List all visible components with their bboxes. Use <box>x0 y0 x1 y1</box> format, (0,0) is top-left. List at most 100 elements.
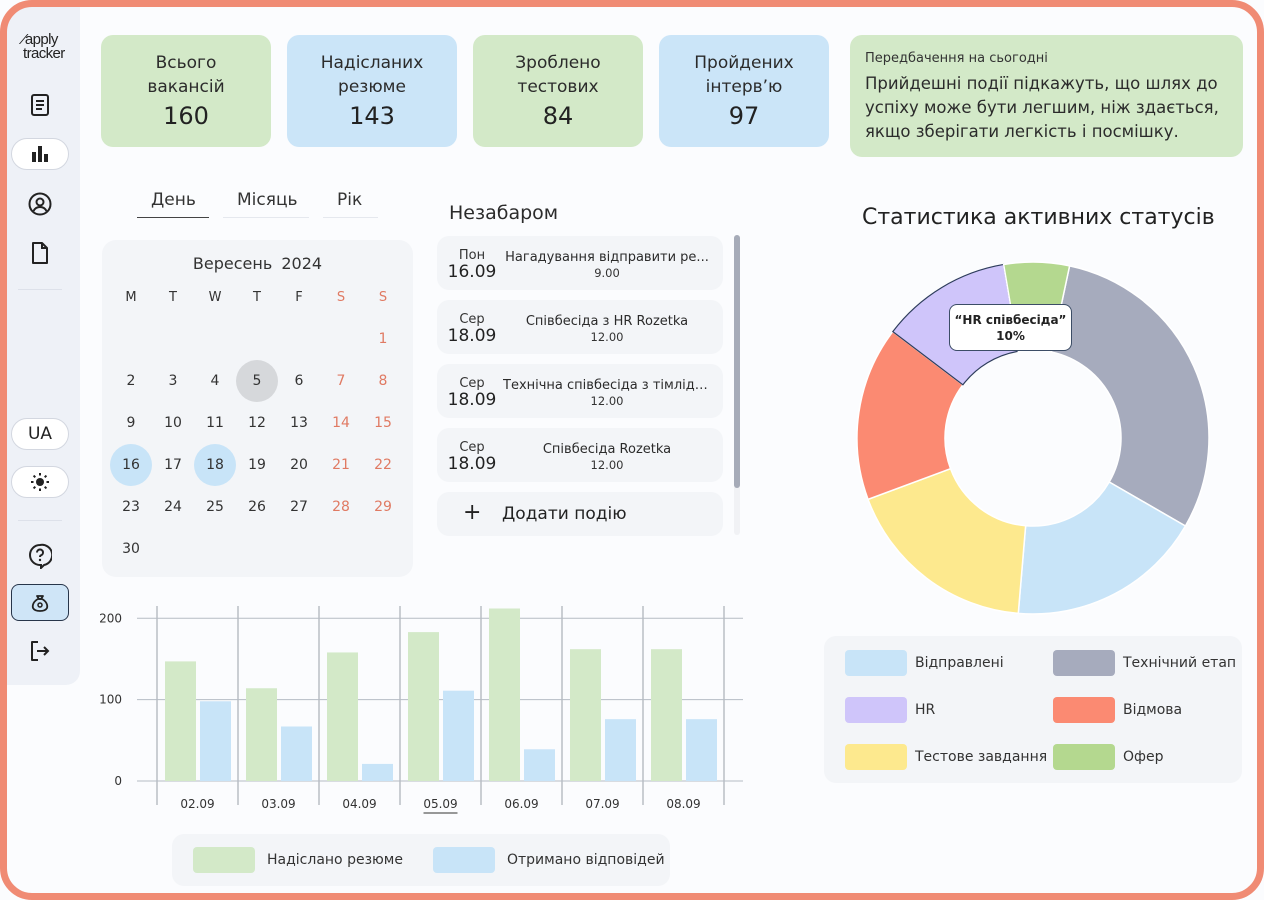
calendar-day[interactable]: 9 <box>126 415 136 431</box>
legend-item-sent-resumes: Надіслано резюме <box>193 847 403 873</box>
calendar-day[interactable]: 27 <box>290 499 308 515</box>
calendar-day[interactable]: 11 <box>206 415 224 431</box>
bar-chart-icon <box>32 146 48 162</box>
calendar-day[interactable]: 21 <box>332 457 350 473</box>
calendar-day[interactable]: 25 <box>206 499 224 515</box>
calendar-day[interactable]: 5 <box>236 360 278 402</box>
legend-item-technical: Технічний етап <box>1053 650 1236 676</box>
x-tick-label: 08.09 <box>666 797 700 811</box>
calendar-day[interactable]: 28 <box>332 499 350 515</box>
calendar-day[interactable]: 14 <box>332 415 350 431</box>
calendar-day[interactable]: 15 <box>374 415 392 431</box>
y-tick-label: 0 <box>114 774 122 788</box>
calendar-day[interactable]: 1 <box>378 331 388 347</box>
bar-received-replies[interactable] <box>524 749 555 781</box>
event-card[interactable]: Пон 16.09 Нагадування відправити ре... 9… <box>437 236 723 290</box>
calendar-day[interactable]: 20 <box>290 457 308 473</box>
bar-received-replies[interactable] <box>362 763 393 781</box>
event-weekday: Сер <box>459 440 485 455</box>
bar-sent-resumes[interactable] <box>489 608 520 781</box>
tab-day-underline <box>137 217 209 218</box>
sidebar-divider <box>18 520 62 521</box>
tooltip-value: 10% <box>996 329 1025 343</box>
help-button[interactable] <box>11 540 69 572</box>
calendar-day[interactable]: 29 <box>374 499 392 515</box>
stat-value: 84 <box>542 102 574 130</box>
legend-item-rejected: Відмова <box>1053 697 1182 723</box>
bar-sent-resumes[interactable] <box>570 649 601 781</box>
bar-sent-resumes[interactable] <box>651 649 682 781</box>
bar-received-replies[interactable] <box>200 701 231 781</box>
donut-slice[interactable] <box>1017 480 1187 615</box>
legend-swatch <box>845 744 907 770</box>
x-tick-label: 02.09 <box>180 797 214 811</box>
logout-button[interactable] <box>11 635 69 667</box>
legend-swatch <box>1053 650 1115 676</box>
calendar-day[interactable]: 6 <box>294 373 304 389</box>
legend-label: Відмова <box>1123 702 1183 718</box>
calendar-day[interactable]: 22 <box>374 457 392 473</box>
calendar-day[interactable]: 16 <box>110 444 152 486</box>
donate-button[interactable] <box>11 584 69 621</box>
x-tick-label: 05.09 <box>423 797 457 811</box>
y-tick-label: 200 <box>99 611 122 625</box>
calendar-day[interactable]: 13 <box>290 415 308 431</box>
event-time: 12.00 <box>590 330 624 344</box>
legend-swatch <box>1053 697 1115 723</box>
calendar-day[interactable]: 30 <box>122 541 140 557</box>
calendar-day[interactable]: 3 <box>168 373 178 389</box>
calendar-day[interactable]: 26 <box>248 499 266 515</box>
calendar-day[interactable]: 8 <box>378 373 388 389</box>
language-toggle[interactable]: UA <box>11 418 69 450</box>
calendar-day[interactable]: 23 <box>122 499 140 515</box>
profile-nav-button[interactable] <box>11 188 69 220</box>
donut-slice[interactable] <box>1050 264 1210 528</box>
calendar-day[interactable]: 7 <box>336 373 346 389</box>
bar-received-replies[interactable] <box>605 719 636 781</box>
calendar-day[interactable]: 24 <box>164 499 182 515</box>
calendar-day[interactable]: 17 <box>164 457 182 473</box>
calendar-day[interactable]: 10 <box>164 415 182 431</box>
bar-sent-resumes[interactable] <box>246 688 277 781</box>
sun-icon <box>31 473 49 491</box>
calendar-day[interactable]: 12 <box>248 415 266 431</box>
vacancies-nav-button[interactable] <box>11 89 69 121</box>
logo[interactable]: ⁄apply tracker <box>23 31 65 62</box>
stat-card-vacancies: Всього вакансій 160 <box>101 35 271 147</box>
event-date: 18.09 <box>447 454 497 474</box>
legend-label: Тестове завдання <box>915 749 1048 765</box>
tab-day[interactable]: День <box>151 190 196 210</box>
bar-received-replies[interactable] <box>443 690 474 781</box>
theme-toggle[interactable] <box>11 466 69 498</box>
bar-sent-resumes[interactable] <box>327 652 358 781</box>
sidebar: ⁄apply tracker <box>7 7 80 685</box>
donut-slice[interactable] <box>856 330 964 501</box>
event-title: Співбесіда Rozetka <box>542 442 672 457</box>
calendar-day[interactable]: 4 <box>210 373 220 389</box>
language-label: UA <box>27 424 53 444</box>
bar-received-replies[interactable] <box>686 719 717 781</box>
statistics-nav-button[interactable] <box>11 138 69 170</box>
legend-label: Відправлені <box>915 655 1004 671</box>
calendar-day[interactable]: 18 <box>194 444 236 486</box>
upcoming-title: Незабаром <box>449 202 559 224</box>
tab-month[interactable]: Місяць <box>237 190 298 210</box>
add-event-button[interactable]: + Додати подію <box>437 492 723 536</box>
document-list-icon <box>31 94 49 116</box>
bar-chart-legend: Надіслано резюме Отримано відповідей <box>172 834 670 886</box>
donut-slice[interactable] <box>867 467 1027 615</box>
bar-received-replies[interactable] <box>281 726 312 781</box>
upcoming-scrollbar-thumb[interactable] <box>734 235 740 488</box>
calendar-day[interactable]: 2 <box>126 373 136 389</box>
legend-label: Отримано відповідей <box>507 852 665 868</box>
legend-item-test-task: Тестове завдання <box>845 744 1047 770</box>
weekday-header: F <box>295 289 303 305</box>
event-card[interactable]: Сер 18.09 Співбесіда Rozetka 12.00 <box>437 428 723 482</box>
documents-nav-button[interactable] <box>11 237 69 269</box>
bar-sent-resumes[interactable] <box>408 632 439 781</box>
event-card[interactable]: Сер 18.09 Технічна співбесіда з тімлідо.… <box>437 364 723 418</box>
calendar-day[interactable]: 19 <box>248 457 266 473</box>
bar-sent-resumes[interactable] <box>165 661 196 781</box>
event-card[interactable]: Сер 18.09 Співбесіда з HR Rozetka 12.00 <box>437 300 723 354</box>
tab-year[interactable]: Рік <box>337 190 363 210</box>
